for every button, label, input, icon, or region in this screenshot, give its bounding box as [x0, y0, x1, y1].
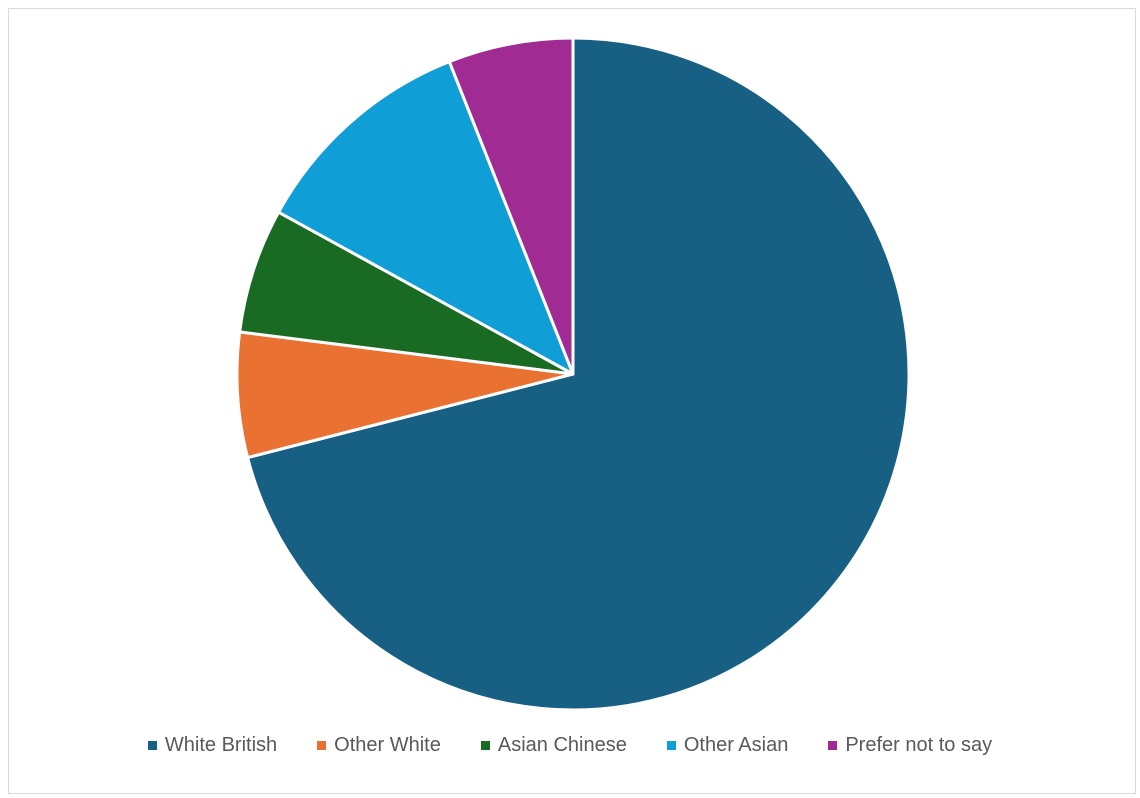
legend-label: Prefer not to say — [845, 733, 993, 756]
legend-swatch — [480, 740, 490, 750]
legend-item-asian-chinese: Asian Chinese — [480, 733, 627, 757]
legend-item-white-british: White British — [147, 733, 278, 757]
legend-item-prefer-not-to-say: Prefer not to say — [828, 734, 992, 757]
legend-item-other-white: Other White — [317, 734, 441, 757]
pie-slice-prefer-not-to-say — [447, 36, 575, 376]
legend-swatch — [666, 740, 676, 750]
pie-slice-other-white — [235, 330, 575, 460]
legend-label: White British — [164, 733, 278, 756]
pie-slice-asian-chinese — [238, 210, 575, 376]
legend-label: Other White — [334, 733, 441, 756]
pie-slice-other-asian — [277, 60, 575, 376]
pie-slice-white-british — [246, 36, 911, 712]
legend: White British Other White Asian Chinese Oth… — [0, 730, 1140, 760]
legend-swatch — [317, 740, 327, 750]
pie-slices — [235, 36, 911, 712]
legend-swatch — [147, 740, 157, 750]
legend-label: Asian Chinese — [497, 733, 627, 756]
legend-label: Other Asian — [683, 733, 789, 756]
legend-item-other-asian: Other Asian — [666, 733, 789, 757]
legend-swatch — [828, 740, 838, 750]
